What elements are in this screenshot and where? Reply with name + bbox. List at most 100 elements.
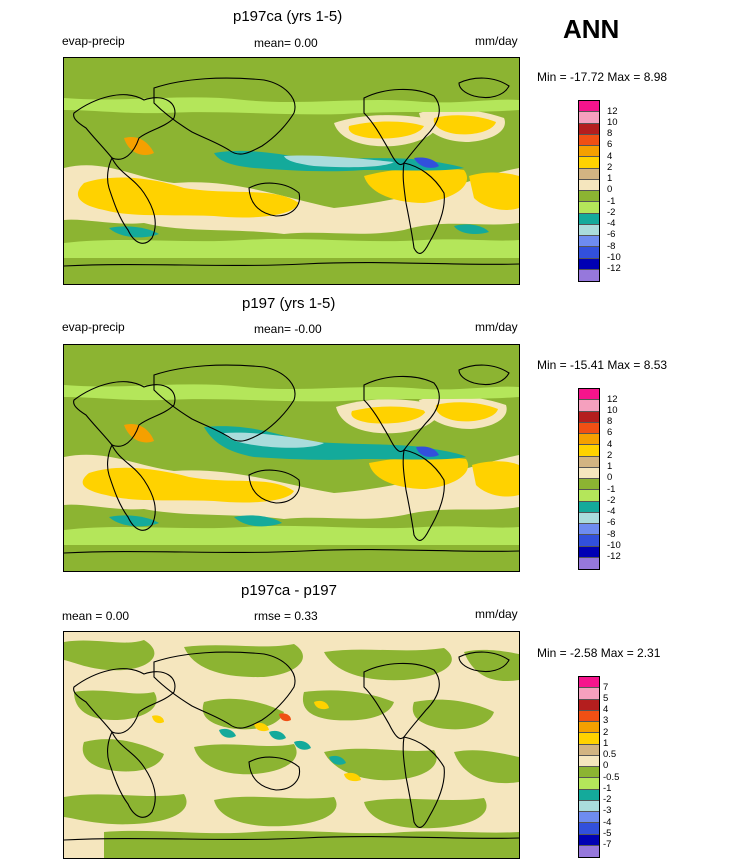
panel-1-map bbox=[63, 57, 520, 285]
panel-3-title: p197ca - p197 bbox=[241, 582, 337, 599]
panel-2-field-dry-core-south-atlantic bbox=[472, 461, 519, 497]
panel-3-colorbar-swatch bbox=[579, 744, 599, 756]
panel-1-colorbar-swatch bbox=[579, 213, 599, 225]
panel-2-colorbar-swatch bbox=[579, 467, 599, 479]
panel-1-field-wet-patch-1 bbox=[109, 226, 159, 238]
panel-3-colorbar-swatch bbox=[579, 812, 599, 824]
panel-1-coastlines bbox=[64, 77, 519, 267]
panel-1-colorbar-tick: -10 bbox=[607, 252, 621, 263]
panel-2-title: p197 (yrs 1-5) bbox=[242, 295, 336, 312]
panel-2-colorbar-swatch bbox=[579, 512, 599, 524]
panel-2-colorbar-tick: -8 bbox=[607, 529, 616, 540]
panel-1-colorbar-tick: 6 bbox=[607, 139, 613, 150]
panel-2-colorbar-tick: -1 bbox=[607, 484, 616, 495]
panel-2-coastlines bbox=[64, 364, 519, 554]
panel-3-colorbar-swatch bbox=[579, 845, 599, 857]
panel-3-colorbar-swatch bbox=[579, 823, 599, 835]
panel-3-field-neg-patch-14 bbox=[214, 796, 337, 827]
panel-3-field-neg-patch-6 bbox=[202, 698, 284, 730]
panel-3-colorbar-tick: -4 bbox=[603, 817, 612, 828]
panel-2-mean-label: mean= -0.00 bbox=[254, 322, 322, 336]
panel-1-colorbar-tick: -2 bbox=[607, 207, 616, 218]
panel-3-colorbar-swatch bbox=[579, 722, 599, 734]
panel-2-colorbar-tick: 10 bbox=[607, 405, 618, 416]
panel-1-colorbar-tick: 10 bbox=[607, 117, 618, 128]
panel-2-field-dry-core-south-pacific bbox=[369, 456, 469, 489]
panel-2-colorbar-swatch bbox=[579, 411, 599, 423]
panel-2-colorbar-swatch bbox=[579, 389, 599, 401]
panel-3-colorbar-tick: 0 bbox=[603, 760, 609, 771]
panel-2-variable-label: evap-precip bbox=[62, 320, 125, 334]
panel-1-colorbar-swatch bbox=[579, 134, 599, 146]
panel-1-colorbar-swatch bbox=[579, 112, 599, 124]
panel-3-colorbar-tick: 7 bbox=[603, 682, 609, 693]
panel-2-field-wet-core-warm-pool bbox=[224, 432, 324, 448]
panel-3-field-wet-anomaly-2 bbox=[269, 730, 286, 740]
panel-1-colorbar-swatch bbox=[579, 202, 599, 214]
panel-3-colorbar-tick: -1 bbox=[603, 783, 612, 794]
panel-1-colorbar-tick: 4 bbox=[607, 151, 613, 162]
panel-3-rmse-label: rmse = 0.33 bbox=[254, 609, 318, 623]
panel-3-field-neg-patch-1 bbox=[64, 640, 155, 671]
panel-1-field-wet-core-warm-pool bbox=[284, 155, 394, 168]
panel-3-field-neg-patch-8 bbox=[412, 699, 494, 730]
panel-1-colorbar-tick: 1 bbox=[607, 173, 613, 184]
panel-1-colorbar-swatch bbox=[579, 123, 599, 135]
panel-3-colorbar-swatch bbox=[579, 755, 599, 767]
panel-3-field-dry-anomaly-3 bbox=[314, 700, 329, 710]
panel-3-colorbar-swatch bbox=[579, 834, 599, 846]
panel-2-colorbar-tick: -4 bbox=[607, 506, 616, 517]
panel-3-field-wet-anomaly-3 bbox=[294, 740, 311, 750]
panel-1-field-dry-core-south-atlantic bbox=[469, 172, 519, 210]
panel-1-colorbar-tick: -1 bbox=[607, 196, 616, 207]
panel-3-field-dry-anomaly-2 bbox=[254, 722, 269, 732]
panel-1-variable-label: evap-precip bbox=[62, 34, 125, 48]
panel-3-colorbar-tick: 3 bbox=[603, 715, 609, 726]
panel-3-field-neg-patch-11 bbox=[324, 748, 437, 781]
panel-1-colorbar-swatch bbox=[579, 157, 599, 169]
panel-3-colorbar bbox=[578, 676, 600, 858]
panel-2-colorbar-swatch bbox=[579, 445, 599, 457]
panel-1-colorbar-swatch bbox=[579, 146, 599, 158]
panel-3-colorbar-swatch bbox=[579, 778, 599, 790]
panel-2-colorbar-swatch bbox=[579, 434, 599, 446]
panel-1-colorbar-swatch bbox=[579, 269, 599, 281]
season-label: ANN bbox=[563, 14, 620, 44]
panel-3-colorbar-tick: -5 bbox=[603, 828, 612, 839]
panel-1-colorbar-tick: -6 bbox=[607, 229, 616, 240]
panel-1-colorbar-swatch bbox=[579, 168, 599, 180]
panel-2-field-dry-core-north-atlantic bbox=[435, 402, 498, 422]
panel-2-colorbar-swatch bbox=[579, 524, 599, 536]
panel-2-colorbar-swatch bbox=[579, 501, 599, 513]
panel-2-field-northern-wet-band bbox=[64, 384, 519, 402]
panel-1-field-northern-wet-band bbox=[64, 97, 519, 115]
panel-2-field-dry-band-south bbox=[64, 454, 519, 519]
panel-2-colorbar-swatch bbox=[579, 490, 599, 502]
panel-3-colorbar-swatch bbox=[579, 688, 599, 700]
panel-1-mean-label: mean= 0.00 bbox=[254, 36, 318, 50]
panel-2-colorbar-swatch bbox=[579, 479, 599, 491]
panel-1-colorbar-swatch bbox=[579, 258, 599, 270]
panel-2-field-wet-patch-2 bbox=[234, 515, 282, 527]
panel-3-field-neg-patch-9 bbox=[82, 739, 164, 772]
panel-3-colorbar-tick: -2 bbox=[603, 794, 612, 805]
panel-2-colorbar-tick: 0 bbox=[607, 472, 613, 483]
panel-1-field-southern-ocean-wet bbox=[64, 238, 519, 258]
panel-3-colorbar-tick: -3 bbox=[603, 805, 612, 816]
panel-3-colorbar-tick: 0.5 bbox=[603, 749, 617, 760]
panel-2-map-svg bbox=[64, 345, 519, 571]
panel-3-colorbar-swatch bbox=[579, 677, 599, 689]
panel-3-field-dry-anomaly-4 bbox=[344, 772, 361, 782]
panel-2-colorbar-swatch bbox=[579, 422, 599, 434]
panel-3-colorbar-swatch bbox=[579, 800, 599, 812]
panel-3-colorbar-swatch bbox=[579, 733, 599, 745]
panel-1-units-label: mm/day bbox=[475, 34, 518, 48]
panel-2-colorbar-swatch bbox=[579, 456, 599, 468]
panel-3-colorbar-swatch bbox=[579, 789, 599, 801]
panel-2-colorbar-tick: -2 bbox=[607, 495, 616, 506]
panel-2-minmax-label: Min = -15.41 Max = 8.53 bbox=[537, 358, 668, 372]
panel-2-field-wet-patch-1 bbox=[109, 515, 159, 527]
panel-2-colorbar-tick: 1 bbox=[607, 461, 613, 472]
panel-3-colorbar-swatch bbox=[579, 699, 599, 711]
panel-1-field-dry-core-south-pacific bbox=[364, 168, 468, 203]
